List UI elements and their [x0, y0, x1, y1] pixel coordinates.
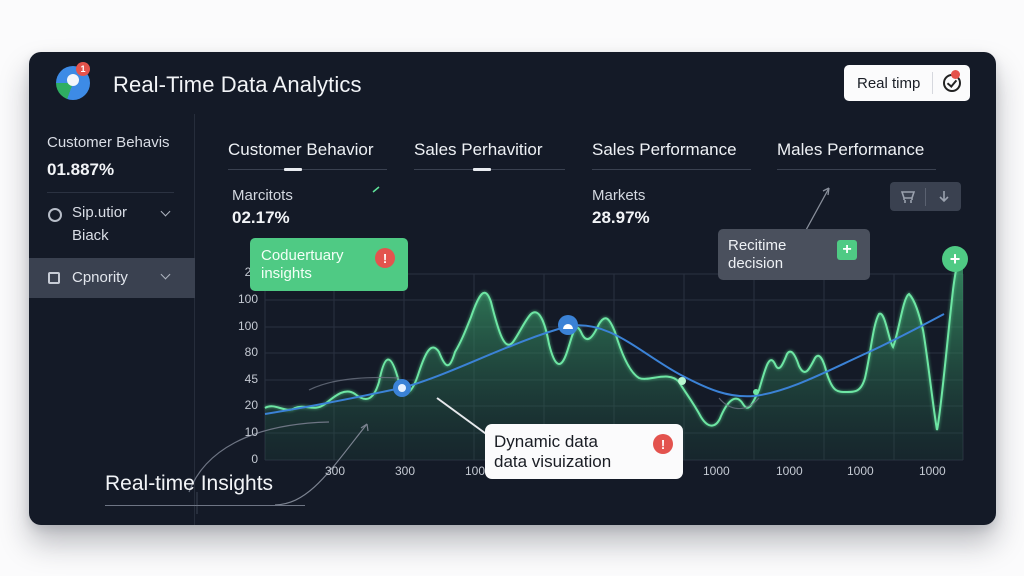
y-tick-label: 10: [244, 425, 258, 439]
window-icon: [48, 272, 60, 284]
tab-underline: [592, 169, 751, 170]
decision-callout[interactable]: Recitime decision +: [718, 229, 870, 280]
caption-underline: [105, 505, 305, 506]
sidebar-item-situation[interactable]: Sip.utior Biack: [29, 202, 195, 254]
divider: [47, 192, 174, 193]
sidebar-item-sublabel: Biack: [72, 227, 109, 244]
sidebar-item-priority[interactable]: Cpnority: [29, 258, 195, 298]
status-dot: [951, 70, 960, 79]
sidebar-item-label: Sip.utior: [72, 204, 128, 221]
notification-badge: 1: [76, 62, 90, 76]
sidebar-item-label: Cpnority: [72, 269, 128, 286]
map-pin-icon: [67, 74, 79, 86]
metric-value: 28.97%: [592, 208, 650, 227]
callout-line: insights: [261, 265, 312, 282]
circle-icon: [48, 208, 62, 222]
y-tick-label: 45: [244, 372, 258, 386]
tab-active-indicator: [473, 168, 491, 171]
callout-line: decision: [728, 255, 784, 272]
tab-active-indicator: [284, 168, 302, 171]
y-tick-label: 0: [251, 452, 258, 466]
y-tick-label: 100: [237, 292, 258, 306]
dynamic-data-callout[interactable]: Dynamic data data visuization !: [485, 424, 683, 479]
x-tick-label: 100: [465, 464, 486, 478]
analytics-panel: 1 Real-Time Data Analytics Real timp Cus…: [29, 52, 996, 525]
chart-plot: [188, 186, 964, 514]
x-tick-label: 1000: [847, 464, 874, 478]
callout-line: Dynamic data: [494, 432, 598, 451]
alert-icon: !: [653, 434, 673, 454]
y-tick-label: 80: [244, 345, 258, 359]
caption-real-time-insights: Real-time Insights: [105, 472, 274, 495]
alert-icon: !: [375, 248, 395, 268]
tab-sales-perhavitior[interactable]: Sales Perhavitior: [414, 140, 543, 159]
x-tick-label: 1000: [776, 464, 803, 478]
plus-icon[interactable]: +: [837, 240, 857, 260]
x-tick-label: 1000: [703, 464, 730, 478]
tab-underline: [777, 169, 936, 170]
y-tick-label: 20: [244, 398, 258, 412]
page-title: Real-Time Data Analytics: [113, 72, 362, 97]
metric-label: Marcitots: [232, 187, 293, 204]
chart-toolbar: [890, 182, 961, 211]
download-icon[interactable]: [926, 182, 961, 211]
callout-text: Dynamic data data visuization: [494, 432, 611, 472]
x-tick-label: 300: [395, 464, 416, 478]
divider: [925, 187, 926, 206]
tab-males-performance[interactable]: Males Performance: [777, 140, 925, 159]
filter-icon[interactable]: [890, 182, 925, 211]
x-tick-label: 300: [325, 464, 346, 478]
metric-value: 02.17%: [232, 208, 290, 227]
realtime-button-label: Real timp: [857, 74, 921, 92]
callout-line: data visuization: [494, 452, 612, 471]
app-logo-icon[interactable]: 1: [56, 62, 90, 100]
metric-label: Markets: [592, 187, 646, 204]
sidebar-summary-label: Customer Behavis: [47, 134, 170, 151]
data-point-marker: [678, 377, 686, 385]
callout-line: Coduertuary: [261, 247, 344, 264]
tab-underline: [228, 169, 387, 170]
divider: [932, 72, 934, 94]
sidebar-summary-value: 01.887%: [47, 160, 115, 179]
callout-line: Recitime: [728, 237, 787, 254]
tab-sales-performance[interactable]: Sales Performance: [592, 140, 737, 159]
sidebar: Customer Behavis 01.887% Sip.utior Biack…: [29, 114, 195, 525]
insights-callout[interactable]: Coduertuary insights !: [250, 238, 408, 291]
x-tick-label: 1000: [919, 464, 946, 478]
y-tick-label: 100: [237, 319, 258, 333]
peak-plus-marker[interactable]: +: [942, 246, 968, 272]
callout-text: Recitime decision: [728, 237, 786, 273]
callout-text: Coduertuary insights: [261, 247, 344, 283]
tab-customer-behavior[interactable]: Customer Behavior: [228, 140, 374, 159]
realtime-button[interactable]: Real timp: [844, 65, 970, 101]
